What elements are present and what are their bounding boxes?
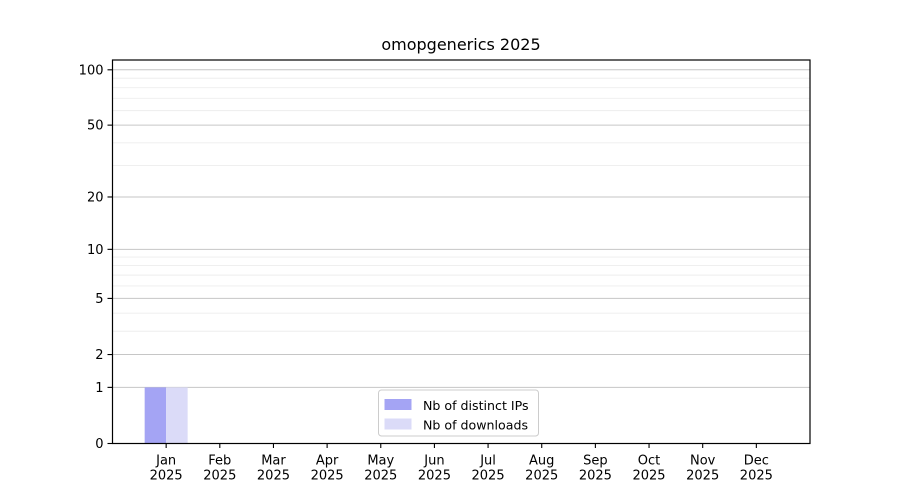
- chart-title: omopgenerics 2025: [381, 35, 540, 54]
- legend-label-distinct-ips: Nb of distinct IPs: [423, 398, 529, 413]
- legend-label-downloads: Nb of downloads: [423, 417, 528, 432]
- y-tick-label: 5: [95, 292, 103, 307]
- bar-jan-2025-s1: [166, 387, 188, 444]
- bars-layer: [144, 387, 188, 444]
- x-tick-label-year: 2025: [525, 469, 558, 484]
- x-tick-label-year: 2025: [632, 469, 665, 484]
- x-tick-label-year: 2025: [740, 469, 773, 484]
- legend-swatch-downloads: [384, 418, 412, 430]
- grid-layer: [112, 69, 810, 388]
- x-tick-label-month: Aug: [529, 454, 554, 469]
- x-tick-label-year: 2025: [257, 469, 290, 484]
- x-tick-label-month: Dec: [744, 454, 769, 469]
- x-tick-label-month: Oct: [638, 454, 660, 469]
- x-tick-label-year: 2025: [203, 469, 236, 484]
- y-tick-label: 0: [95, 437, 103, 452]
- y-tick-label: 100: [79, 63, 104, 78]
- x-tick-label-year: 2025: [311, 469, 344, 484]
- x-tick-label-year: 2025: [418, 469, 451, 484]
- x-tick-label-year: 2025: [364, 469, 397, 484]
- x-tick-label-year: 2025: [579, 469, 612, 484]
- x-tick-label-month: Apr: [316, 454, 339, 469]
- x-tick-label-month: Sep: [583, 454, 608, 469]
- y-tick-label: 20: [87, 190, 104, 205]
- x-tick-label-month: Jul: [479, 454, 496, 469]
- x-tick-label-month: Jun: [423, 454, 444, 469]
- axes-layer: 0125102050100Jan2025Feb2025Mar2025Apr202…: [79, 59, 811, 484]
- bar-jan-2025-s0: [144, 387, 167, 444]
- y-tick-label: 50: [87, 119, 104, 134]
- y-tick-label: 2: [95, 348, 103, 363]
- y-tick-label: 10: [87, 243, 104, 258]
- x-tick-label-month: Mar: [261, 454, 286, 469]
- legend-box: [378, 389, 539, 437]
- x-tick-label-month: May: [367, 454, 394, 469]
- x-tick-label-month: Feb: [208, 454, 231, 469]
- legend: Nb of distinct IPs Nb of downloads: [378, 389, 539, 437]
- x-tick-label-month: Jan: [155, 454, 176, 469]
- x-tick-label-year: 2025: [472, 469, 505, 484]
- plot-border: [111, 59, 811, 445]
- x-tick-label-year: 2025: [686, 469, 719, 484]
- x-tick-label-year: 2025: [150, 469, 183, 484]
- legend-swatch-distinct-ips: [384, 399, 412, 410]
- y-tick-label: 1: [95, 381, 103, 396]
- x-tick-label-month: Nov: [690, 454, 716, 469]
